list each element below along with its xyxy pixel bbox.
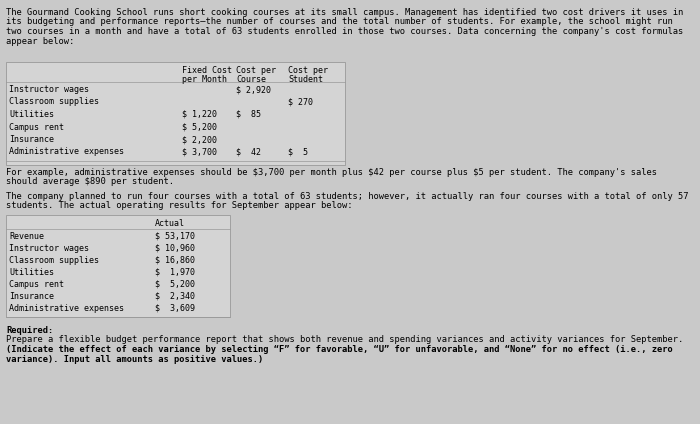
Text: (Indicate the effect of each variance by selecting “F” for favorable, “U” for un: (Indicate the effect of each variance by… bbox=[6, 345, 673, 354]
Text: $ 53,170: $ 53,170 bbox=[155, 232, 195, 241]
Text: $ 16,860: $ 16,860 bbox=[155, 256, 195, 265]
Text: variance). Input all amounts as positive values.): variance). Input all amounts as positive… bbox=[6, 354, 263, 363]
Text: Instructor wages: Instructor wages bbox=[9, 85, 89, 94]
Text: $ 1,220: $ 1,220 bbox=[182, 110, 217, 119]
Text: $  5,200: $ 5,200 bbox=[155, 280, 195, 289]
Text: Cost per: Cost per bbox=[236, 66, 276, 75]
Text: two courses in a month and have a total of 63 students enrolled in those two cou: two courses in a month and have a total … bbox=[6, 27, 683, 36]
Text: $ 3,700: $ 3,700 bbox=[182, 148, 217, 156]
Text: Prepare a flexible budget performance report that shows both revenue and spendin: Prepare a flexible budget performance re… bbox=[6, 335, 683, 344]
Bar bbox=[6, 215, 230, 317]
Text: should average $890 per student.: should average $890 per student. bbox=[6, 178, 174, 187]
Text: per Month: per Month bbox=[182, 75, 227, 84]
Text: The company planned to run four courses with a total of 63 students; however, it: The company planned to run four courses … bbox=[6, 192, 689, 201]
Text: Administrative expenses: Administrative expenses bbox=[9, 304, 124, 313]
Text: Required:: Required: bbox=[6, 326, 53, 335]
Text: Administrative expenses: Administrative expenses bbox=[9, 148, 124, 156]
Text: $ 270: $ 270 bbox=[288, 98, 313, 106]
Text: Campus rent: Campus rent bbox=[9, 123, 64, 131]
Text: The Gourmand Cooking School runs short cooking courses at its small campus. Mana: The Gourmand Cooking School runs short c… bbox=[6, 8, 683, 17]
Text: students. The actual operating results for September appear below:: students. The actual operating results f… bbox=[6, 201, 353, 210]
Text: Utilities: Utilities bbox=[9, 268, 54, 277]
Text: Cost per: Cost per bbox=[288, 66, 328, 75]
Text: $  3,609: $ 3,609 bbox=[155, 304, 195, 313]
Text: appear below:: appear below: bbox=[6, 36, 74, 45]
Text: For example, administrative expenses should be $3,700 per month plus $42 per cou: For example, administrative expenses sho… bbox=[6, 168, 657, 177]
Text: $  1,970: $ 1,970 bbox=[155, 268, 195, 277]
Text: Instructor wages: Instructor wages bbox=[9, 244, 89, 253]
Text: Student: Student bbox=[288, 75, 323, 84]
Text: $  42: $ 42 bbox=[236, 148, 261, 156]
Text: its budgeting and performance reports—the number of courses and the total number: its budgeting and performance reports—th… bbox=[6, 17, 673, 26]
Text: Classroom supplies: Classroom supplies bbox=[9, 98, 99, 106]
Text: Revenue: Revenue bbox=[9, 232, 44, 241]
Text: Actual: Actual bbox=[155, 219, 185, 228]
Text: Utilities: Utilities bbox=[9, 110, 54, 119]
Bar bbox=[6, 62, 345, 165]
Text: Campus rent: Campus rent bbox=[9, 280, 64, 289]
Text: $  5: $ 5 bbox=[288, 148, 308, 156]
Text: $ 10,960: $ 10,960 bbox=[155, 244, 195, 253]
Text: $ 5,200: $ 5,200 bbox=[182, 123, 217, 131]
Text: Insurance: Insurance bbox=[9, 292, 54, 301]
Text: Classroom supplies: Classroom supplies bbox=[9, 256, 99, 265]
Text: $ 2,920: $ 2,920 bbox=[236, 85, 271, 94]
Text: $  2,340: $ 2,340 bbox=[155, 292, 195, 301]
Text: Insurance: Insurance bbox=[9, 135, 54, 144]
Text: $ 2,200: $ 2,200 bbox=[182, 135, 217, 144]
Text: Fixed Cost: Fixed Cost bbox=[182, 66, 232, 75]
Text: $  85: $ 85 bbox=[236, 110, 261, 119]
Text: Course: Course bbox=[236, 75, 266, 84]
